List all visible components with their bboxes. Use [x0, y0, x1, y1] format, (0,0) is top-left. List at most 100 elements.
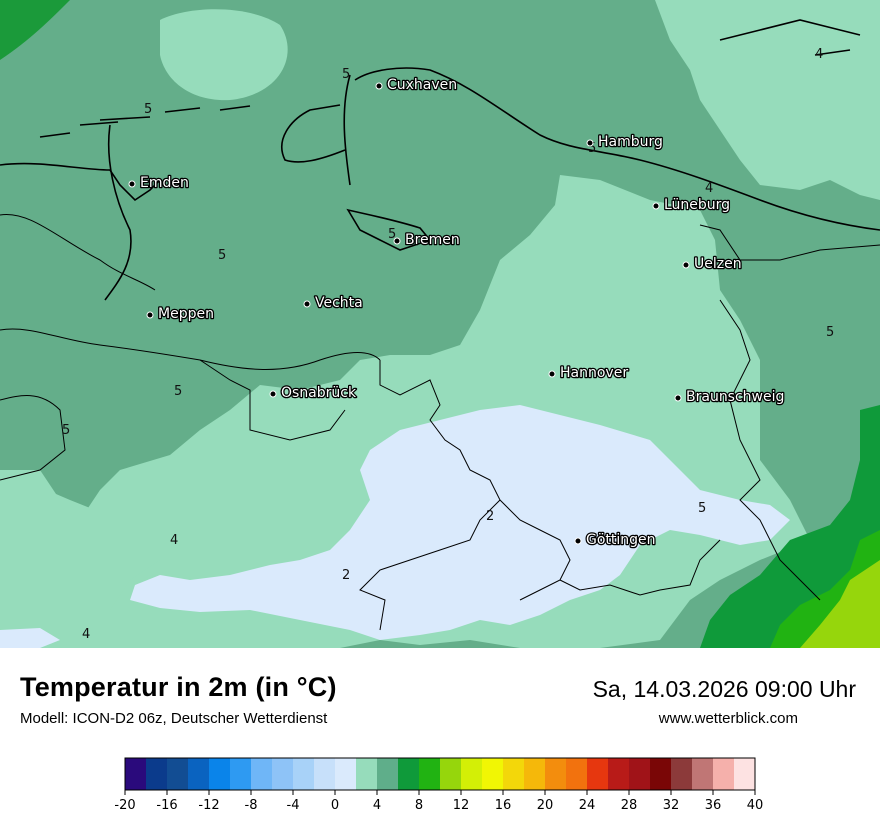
isoline-label: 4	[170, 533, 178, 548]
color-swatch	[503, 758, 525, 790]
city-bremen: Bremen	[393, 231, 461, 249]
color-scale-ticks: -20 -16 -12 -8 -4 0 4 8 12 16 20 24 28 32 36 40	[114, 790, 763, 813]
color-scale-border	[124, 757, 756, 791]
color-swatch	[524, 758, 546, 790]
isoline-label: 5	[342, 67, 350, 82]
city-label: Uelzen	[694, 256, 742, 272]
light-blue-zones	[0, 405, 790, 648]
isoline-label: 5	[826, 325, 834, 340]
scale-tick-label: -8	[245, 798, 258, 813]
city-markers: Cuxhaven Hamburg Emden Bremen Lüneburg U…	[128, 76, 786, 549]
city-label: Braunschweig	[686, 389, 784, 405]
isoline-label: 2	[342, 568, 350, 583]
color-swatch	[167, 758, 189, 790]
city-uelzen: Uelzen	[682, 255, 743, 273]
warm-zones	[700, 405, 880, 648]
isoline-label: 4	[815, 47, 823, 62]
website-url: www.wetterblick.com	[658, 710, 798, 727]
city-meppen: Meppen	[146, 305, 215, 323]
color-swatch	[629, 758, 651, 790]
city-lueneburg: Lüneburg	[652, 196, 731, 214]
city-goettingen: Göttingen	[574, 531, 657, 549]
color-swatch	[398, 758, 420, 790]
city-label: Emden	[140, 175, 189, 191]
isoline-label: 5	[588, 141, 596, 156]
color-swatch	[692, 758, 714, 790]
color-swatch	[230, 758, 252, 790]
forecast-datetime: Sa, 14.03.2026 09:00 Uhr	[592, 676, 856, 702]
color-swatch	[608, 758, 630, 790]
scale-tick-label: 36	[705, 798, 722, 813]
color-swatch	[566, 758, 588, 790]
scale-tick-label: 16	[495, 798, 512, 813]
scale-tick-label: 28	[621, 798, 638, 813]
city-cuxhaven: Cuxhaven	[375, 76, 458, 94]
dark-green-corner	[0, 0, 70, 60]
scale-tick-label: -4	[287, 798, 300, 813]
scale-tick-label: -20	[114, 798, 135, 813]
isoline-label: 5	[388, 227, 396, 242]
color-swatch	[587, 758, 609, 790]
scale-tick-label: 0	[331, 798, 339, 813]
scale-tick-label: 8	[415, 798, 423, 813]
color-swatch	[146, 758, 168, 790]
city-hamburg: Hamburg	[586, 133, 664, 151]
temperature-map: 5 5 4 5 4 5 5 5 5 5 2 5 4 2 4 Cuxhaven H…	[0, 0, 880, 648]
city-label: Göttingen	[586, 532, 656, 548]
city-label: Vechta	[315, 295, 363, 311]
city-osnabrueck: Osnabrück	[269, 384, 358, 402]
city-braunschweig: Braunschweig	[674, 388, 786, 406]
color-swatch	[335, 758, 357, 790]
color-swatch	[650, 758, 672, 790]
isoline-label: 5	[144, 102, 152, 117]
city-label: Osnabrück	[281, 385, 357, 401]
isoline-label: 5	[698, 501, 706, 516]
model-info: Modell: ICON-D2 06z, Deutscher Wetterdie…	[20, 710, 328, 727]
isoline-label: 2	[486, 509, 494, 524]
scale-tick-label: 12	[453, 798, 470, 813]
color-swatch	[125, 758, 147, 790]
city-label: Hamburg	[598, 134, 663, 150]
city-hannover: Hannover	[548, 364, 630, 382]
city-label: Meppen	[158, 306, 214, 322]
color-swatch	[734, 758, 756, 790]
city-label: Lüneburg	[664, 197, 730, 213]
color-swatch	[314, 758, 336, 790]
color-swatch	[293, 758, 315, 790]
scale-tick-label: 24	[579, 798, 596, 813]
color-swatch	[377, 758, 399, 790]
isoline-label: 5	[174, 384, 182, 399]
isoline-label: 5	[62, 423, 70, 438]
city-vechta: Vechta	[303, 294, 364, 312]
isoline-label: 5	[218, 248, 226, 263]
color-swatch	[671, 758, 693, 790]
map-title: Temperatur in 2m (in °C)	[20, 672, 337, 702]
color-scale-swatches	[124, 757, 756, 791]
color-swatch	[356, 758, 378, 790]
color-swatch	[419, 758, 441, 790]
color-swatch	[713, 758, 735, 790]
scale-tick-label: 40	[747, 798, 764, 813]
color-swatch	[188, 758, 210, 790]
isoline-label: 4	[705, 181, 713, 196]
color-swatch	[482, 758, 504, 790]
borders	[0, 213, 880, 631]
coastlines	[0, 19, 880, 301]
city-label: Cuxhaven	[387, 77, 457, 93]
scale-tick-label: -12	[198, 798, 219, 813]
color-swatch	[272, 758, 294, 790]
isoline-label: 4	[82, 627, 90, 642]
city-label: Hannover	[560, 365, 628, 381]
color-swatch	[251, 758, 273, 790]
isoline-labels: 5 5 4 5 4 5 5 5 5 5 2 5 4 2 4	[62, 47, 834, 642]
color-swatch	[461, 758, 483, 790]
scale-tick-label: 20	[537, 798, 554, 813]
scale-tick-label: 32	[663, 798, 680, 813]
color-scale-legend: -20 -16 -12 -8 -4 0 4 8 12 16 20 24 28 32 36 40	[114, 757, 763, 813]
color-swatch	[209, 758, 231, 790]
color-swatch	[545, 758, 567, 790]
scale-tick-label: 4	[373, 798, 381, 813]
city-label: Bremen	[405, 232, 460, 248]
scale-tick-label: -16	[156, 798, 177, 813]
city-emden: Emden	[128, 174, 190, 192]
